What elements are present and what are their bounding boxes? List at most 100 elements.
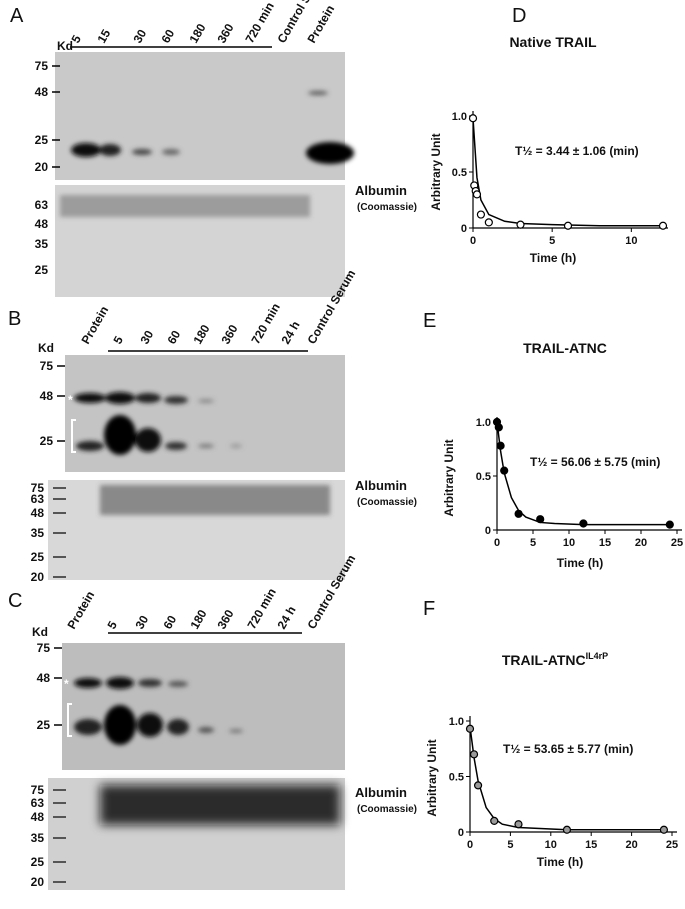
marker-label: 48 (37, 671, 51, 685)
data-point (579, 519, 588, 528)
albumin-marker-label: 63 (31, 796, 45, 810)
data-point (659, 825, 669, 834)
lane-label: 60 (160, 613, 179, 632)
asterisk: * (64, 677, 69, 691)
albumin-note: (Coomassie) (357, 804, 417, 815)
data-point (468, 114, 478, 123)
panel-label: E (423, 310, 436, 332)
data-point (500, 466, 509, 475)
x-tick-label: 0 (494, 537, 500, 549)
albumin-label: Albumin (355, 183, 407, 198)
data-point (665, 520, 674, 529)
panel-label: D (512, 5, 526, 27)
y-axis-label: Arbitrary Unit (442, 439, 456, 516)
x-tick-label: 0 (467, 839, 473, 851)
lane-label: Protein (64, 589, 97, 632)
x-tick-label: 5 (507, 839, 513, 851)
x-tick-label: 10 (545, 839, 557, 851)
lane-label: 720 min (242, 0, 276, 46)
x-tick-label: 25 (671, 537, 683, 549)
x-tick-label: 10 (625, 235, 637, 247)
albumin-marker-label: 35 (35, 237, 49, 251)
marker-label: 20 (35, 160, 49, 174)
lane-label: 5 (110, 333, 126, 346)
marker-label: 48 (40, 389, 54, 403)
marker-label: 25 (40, 434, 54, 448)
blot (65, 355, 345, 472)
chart-title: TRAIL-ATNC (523, 340, 607, 356)
bracket (67, 419, 76, 737)
panel-label: C (8, 590, 22, 612)
data-point (536, 515, 545, 524)
x-tick-label: 0 (470, 235, 476, 247)
marker-label: 48 (35, 85, 49, 99)
data-point (484, 218, 493, 227)
fit-curve (472, 118, 663, 227)
chart-title-main: TRAIL-ATNC (502, 652, 586, 668)
albumin-marker-label: 63 (31, 492, 45, 506)
y-tick-label: 0.5 (476, 471, 491, 483)
data-point (514, 820, 523, 829)
albumin-marker-label: 20 (31, 570, 45, 584)
data-point (490, 816, 499, 826)
blot (55, 52, 345, 180)
asterisk: * (68, 393, 73, 407)
albumin-marker-label: 63 (35, 198, 49, 212)
lane-label: 180 (190, 322, 212, 347)
albumin-marker-label: 25 (31, 855, 45, 869)
lane-label: 360 (214, 21, 236, 46)
lane-label: 180 (186, 21, 208, 46)
chart-title: TRAIL-ATNCIL4rP (502, 651, 608, 668)
y-tick-label: 1.0 (476, 417, 491, 429)
panel-label: B (8, 308, 21, 330)
data-point (469, 750, 479, 759)
albumin-marker-label: 25 (35, 263, 49, 277)
lane-label: 5 (104, 618, 120, 631)
marker-label: 25 (37, 718, 51, 732)
marker-label: 75 (37, 641, 51, 655)
fit-curve (496, 421, 670, 526)
lane-label: Protein (78, 304, 111, 347)
lane-label: 60 (158, 27, 177, 46)
x-tick-label: 5 (549, 235, 555, 247)
albumin-note: (Coomassie) (357, 202, 417, 213)
albumin-marker-label: 48 (31, 506, 45, 520)
albumin-label: Albumin (355, 785, 407, 800)
albumin-marker-label: 25 (31, 550, 45, 564)
lane-label: Protein (304, 3, 337, 46)
data-point (476, 210, 486, 219)
panel-label: F (423, 598, 435, 620)
albumin-marker-label: 20 (31, 875, 45, 889)
annotation: T½ = 3.44 ± 1.06 (min) (515, 144, 639, 158)
lane-label: 30 (130, 27, 149, 46)
y-tick-label: 1.0 (449, 716, 464, 728)
albumin-marker-label: 75 (31, 783, 45, 797)
chart-title-sup: IL4rP (586, 651, 609, 661)
data-point (473, 781, 483, 790)
y-tick-label: 0 (458, 827, 464, 839)
lane-label: 15 (94, 27, 113, 46)
x-tick-label: 15 (599, 537, 611, 549)
data-point (465, 724, 475, 733)
annotation: T½ = 56.06 ± 5.75 (min) (530, 455, 660, 469)
y-tick-label: 0 (485, 525, 491, 537)
x-tick-label: 20 (635, 537, 647, 549)
data-point (496, 441, 505, 450)
x-tick-label: 15 (585, 839, 597, 851)
y-tick-label: 1.0 (452, 111, 467, 123)
x-axis-label: Time (h) (557, 556, 603, 570)
lane-label: 60 (164, 328, 183, 347)
y-axis-label: Arbitrary Unit (425, 739, 439, 816)
lane-label: 30 (132, 613, 151, 632)
y-axis-label: Arbitrary Unit (429, 133, 443, 210)
albumin-note: (Coomassie) (357, 497, 417, 508)
x-axis-label: Time (h) (537, 855, 583, 869)
y-tick-label: 0 (461, 223, 467, 235)
ladder (53, 487, 66, 883)
data-point (563, 221, 573, 230)
lane-label: 180 (187, 607, 209, 632)
albumin-marker-label: 48 (35, 217, 49, 231)
albumin-marker-label: 35 (31, 526, 45, 540)
albumin-label: Albumin (355, 478, 407, 493)
